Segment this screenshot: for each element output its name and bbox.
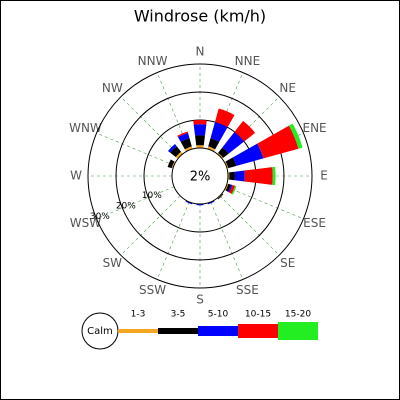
grid-spoke	[210, 201, 244, 280]
direction-label: SW	[103, 256, 123, 270]
bar-segment	[244, 167, 273, 185]
direction-label: NE	[279, 81, 296, 95]
bar-segment	[234, 120, 256, 142]
direction-label: ESE	[303, 216, 326, 230]
direction-label: SE	[280, 256, 295, 270]
grid-spoke	[219, 195, 280, 256]
bar-segment	[229, 171, 236, 181]
direction-label: SSE	[236, 283, 259, 297]
bar-segment	[207, 146, 216, 152]
direction-label: W	[70, 169, 82, 183]
chart-title: Windrose (km/h)	[134, 7, 266, 26]
legend-label: 5-10	[208, 310, 229, 320]
bar-segment	[225, 183, 232, 192]
bar-segment	[170, 146, 182, 158]
legend-label: 3-5	[171, 310, 186, 320]
bar-segment	[257, 125, 299, 159]
grid-spoke	[225, 186, 304, 220]
legend-label: 10-15	[245, 310, 271, 320]
bar-segment	[228, 184, 233, 193]
ring-label: 30%	[90, 212, 110, 222]
ring-label: 10%	[142, 191, 162, 201]
direction-label: NNE	[235, 54, 261, 68]
legend-swatch	[198, 326, 238, 336]
bar-segment	[232, 143, 264, 166]
grid-spoke	[120, 195, 181, 256]
bar-segment	[208, 138, 220, 150]
direction-label: NW	[102, 81, 123, 95]
calm-value: 2%	[190, 170, 211, 185]
bar-segment	[196, 145, 204, 149]
bar-segment	[180, 138, 192, 150]
legend-swatch	[118, 329, 158, 333]
direction-label: SSW	[139, 283, 166, 297]
bar-segment	[175, 151, 183, 159]
bar-segment	[177, 132, 190, 142]
bar-segment	[217, 193, 224, 200]
bar-segment	[193, 124, 207, 136]
grid-spoke	[156, 201, 190, 280]
bar-segment	[217, 152, 224, 159]
bar-segment	[231, 185, 237, 195]
bar-segment	[184, 146, 193, 152]
grid-spoke	[96, 186, 175, 220]
bar-segment	[177, 131, 189, 138]
bar-segment	[234, 170, 245, 182]
bar-segment	[167, 159, 175, 169]
bar-segment	[229, 184, 236, 194]
direction-label: ENE	[302, 121, 326, 135]
bar-segment	[195, 135, 205, 146]
calm-circle	[171, 147, 229, 205]
bar-segment	[222, 131, 245, 154]
direction-label: E	[320, 169, 328, 183]
grid-spoke	[96, 132, 175, 166]
ring-label: 20%	[116, 201, 136, 211]
direction-label: NNW	[138, 54, 168, 68]
legend-swatch	[158, 328, 198, 334]
bar-segment	[288, 123, 303, 149]
direction-label: WSW	[70, 216, 101, 230]
bar-segment	[214, 108, 235, 128]
ring	[87, 63, 313, 289]
bar-segment	[218, 147, 229, 158]
legend-swatch	[238, 324, 278, 338]
legend-calm-label: Calm	[87, 326, 113, 337]
direction-label: N	[196, 45, 205, 59]
legend-swatch	[278, 322, 318, 340]
legend-label: 1-3	[131, 310, 146, 320]
ring	[115, 91, 285, 261]
direction-label: WNW	[69, 121, 102, 135]
bar-segment	[272, 166, 276, 186]
direction-label: S	[196, 293, 204, 307]
bar-segment	[210, 122, 228, 142]
bar-segment	[168, 144, 177, 153]
legend-label: 15-20	[285, 310, 311, 320]
bar-segment	[225, 157, 237, 169]
grid-spoke	[120, 96, 181, 157]
bar-segment	[193, 120, 207, 125]
